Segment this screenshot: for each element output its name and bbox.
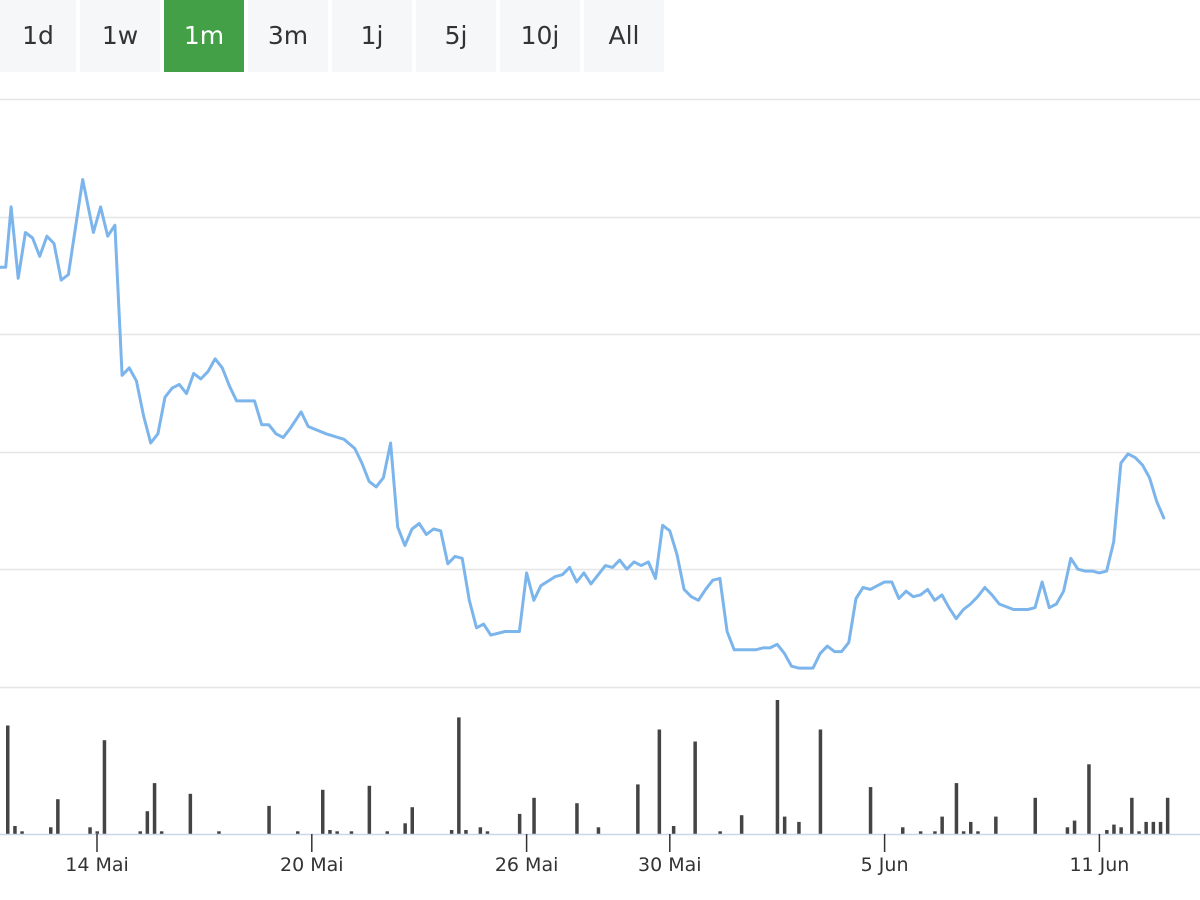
volume-bar xyxy=(636,784,640,834)
volume-bar xyxy=(485,831,490,834)
volume-bar xyxy=(478,827,483,834)
range-button-all[interactable]: All xyxy=(584,0,664,72)
volume-bar xyxy=(464,830,468,834)
volume-bar xyxy=(349,831,354,834)
x-tick-label: 5 Jun xyxy=(861,854,909,876)
price-line xyxy=(0,178,1166,670)
volume-bar xyxy=(961,831,966,834)
volume-bar xyxy=(575,803,579,834)
x-tick-label: 30 Mai xyxy=(638,854,702,876)
volume-bar xyxy=(901,827,905,834)
volume-bar xyxy=(88,827,92,834)
volume-bar xyxy=(6,725,10,834)
volume-bar xyxy=(693,741,697,834)
volume-bar xyxy=(20,831,24,834)
volume-bar xyxy=(994,816,998,834)
range-button-1d[interactable]: 1d xyxy=(0,0,76,72)
volume-bar xyxy=(457,717,461,834)
range-button-3m[interactable]: 3m xyxy=(248,0,328,72)
volume-bar xyxy=(954,783,959,834)
volume-bar xyxy=(739,815,744,834)
x-axis-ticks: 14 Mai 20 Mai 26 Mai 30 Mai 5 Jun 11 Jun xyxy=(65,834,1129,876)
volume-bar xyxy=(1137,831,1141,834)
volume-bar xyxy=(1112,824,1116,834)
volume-bar xyxy=(321,789,325,834)
volume-bar xyxy=(1065,827,1070,834)
volume-bar xyxy=(49,827,53,834)
volume-bar xyxy=(410,807,414,834)
volume-bar xyxy=(517,813,522,834)
range-selector: 1d 1w 1m 3m 1j 5j 10j All xyxy=(0,0,668,72)
x-tick-label: 20 Mai xyxy=(280,854,344,876)
volume-bar xyxy=(657,729,662,834)
volume-bar xyxy=(145,811,150,834)
volume-bar xyxy=(403,823,407,834)
volume-bar xyxy=(1105,830,1109,834)
volume-bar xyxy=(152,783,157,834)
volume-bar xyxy=(718,831,722,834)
volume-bar xyxy=(797,821,801,834)
volume-bar xyxy=(328,830,332,834)
volume-bar xyxy=(918,831,923,834)
volume-bar xyxy=(1151,821,1156,834)
volume-bar xyxy=(1144,821,1148,834)
volume-bar xyxy=(818,729,823,834)
volume-bar xyxy=(296,831,300,834)
volume-bar xyxy=(775,700,780,834)
volume-bar xyxy=(95,831,99,834)
volume-bar xyxy=(385,831,389,834)
volume-bar xyxy=(596,827,601,834)
volume-bar xyxy=(102,740,107,834)
volume-bar xyxy=(933,831,937,834)
volume-bar xyxy=(1119,827,1123,834)
volume-bar xyxy=(1087,764,1091,834)
volume-bar xyxy=(940,816,944,834)
volume-bar xyxy=(782,816,787,834)
volume-bar xyxy=(449,830,454,834)
range-button-1m[interactable]: 1m xyxy=(164,0,244,72)
volume-bar xyxy=(13,826,17,834)
volume-bar xyxy=(1165,797,1170,834)
volume-bar xyxy=(1072,820,1077,834)
range-button-10j[interactable]: 10j xyxy=(500,0,580,72)
volume-bar xyxy=(969,821,973,834)
volume-bar xyxy=(217,831,221,834)
volume-bar xyxy=(335,831,339,834)
volume-bar xyxy=(671,826,676,834)
volume-bar xyxy=(868,787,873,834)
x-tick-label: 11 Jun xyxy=(1069,854,1129,876)
range-button-1w[interactable]: 1w xyxy=(80,0,160,72)
volume-bar xyxy=(1033,797,1037,834)
x-tick-label: 14 Mai xyxy=(65,854,129,876)
volume-bar xyxy=(367,785,372,834)
volume-bar xyxy=(138,831,142,834)
grid-lines xyxy=(0,98,1200,689)
volume-bar xyxy=(159,831,164,834)
volume-bars xyxy=(6,700,1170,834)
range-button-1j[interactable]: 1j xyxy=(332,0,412,72)
volume-bar xyxy=(267,805,271,834)
volume-bar xyxy=(188,793,193,834)
volume-bar xyxy=(532,797,536,834)
volume-bar xyxy=(1158,821,1163,834)
volume-bar xyxy=(1130,797,1134,834)
volume-bar xyxy=(56,799,60,834)
x-tick-label: 26 Mai xyxy=(495,854,559,876)
volume-bar xyxy=(976,831,980,834)
range-button-5j[interactable]: 5j xyxy=(416,0,496,72)
